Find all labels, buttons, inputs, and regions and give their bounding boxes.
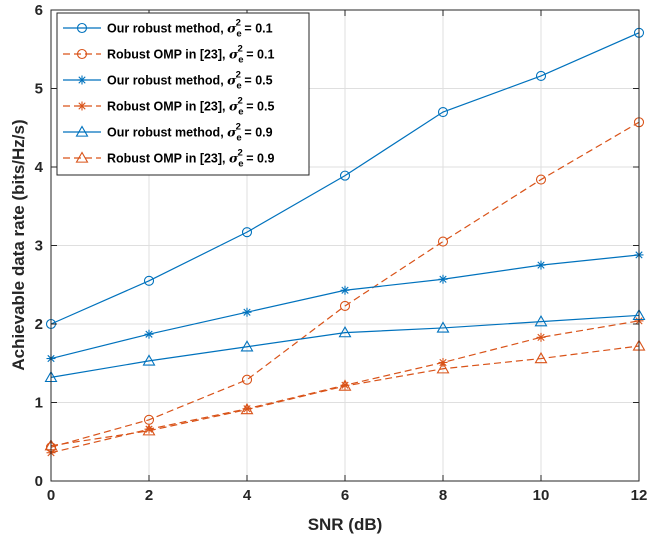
- x-tick-label: 0: [47, 487, 55, 504]
- data-point: [436, 362, 450, 374]
- legend-marker: [75, 151, 89, 163]
- legend-marker: [75, 125, 89, 137]
- series-5: [44, 308, 646, 383]
- legend: Our robust method, σe2 = 0.1 Robust OMP i…: [56, 12, 310, 176]
- data-point: [241, 374, 253, 385]
- y-tick-label: 3: [35, 238, 43, 255]
- data-point: [438, 274, 448, 284]
- data-point: [536, 260, 546, 270]
- legend-marker: [77, 101, 87, 111]
- data-point: [142, 424, 156, 436]
- legend-item: Our robust method, σe2 = 0.9: [63, 122, 273, 144]
- data-point: [339, 170, 351, 181]
- series-line: [50, 32, 640, 325]
- series-line: [50, 314, 640, 378]
- data-point: [240, 402, 254, 415]
- x-tick-label: 6: [341, 487, 349, 504]
- legend-item: Robust OMP in [23], σe2 = 0.9: [63, 148, 274, 170]
- data-point: [338, 326, 352, 338]
- x-tick-label: 2: [145, 487, 153, 504]
- legend-item: Robust OMP in [23], σe2 = 0.1: [63, 44, 274, 66]
- data-point: [437, 107, 449, 118]
- data-point: [339, 300, 351, 311]
- data-point: [535, 174, 547, 185]
- y-tick-label: 1: [35, 395, 43, 412]
- data-point: [534, 315, 548, 327]
- y-tick-label: 0: [35, 473, 43, 490]
- legend-box: [56, 12, 310, 176]
- data-point: [437, 236, 449, 247]
- legend-marker: [77, 75, 87, 85]
- y-axis-label: Achievable data rate (bits/Hz/s): [9, 119, 28, 370]
- x-tick-label: 8: [439, 487, 447, 504]
- data-point: [340, 285, 350, 295]
- legend-label: Robust OMP in [23], σe2 = 0.5: [107, 96, 274, 118]
- data-point: [535, 70, 547, 81]
- y-tick-label: 6: [35, 2, 43, 19]
- legend-label: Our robust method, σe2 = 0.5: [107, 70, 273, 92]
- x-tick-label: 12: [631, 487, 648, 504]
- x-tick-label: 4: [243, 487, 252, 504]
- legend-label: Robust OMP in [23], σe2 = 0.9: [107, 148, 274, 170]
- x-tick-label: 10: [533, 487, 550, 504]
- series-line: [50, 345, 640, 447]
- data-point: [144, 329, 154, 339]
- y-tick-label: 4: [35, 159, 44, 176]
- data-point: [436, 321, 450, 333]
- data-point: [240, 340, 254, 352]
- legend-label: Robust OMP in [23], σe2 = 0.1: [107, 44, 274, 66]
- series-6: [44, 339, 646, 451]
- legend-marker: [76, 22, 88, 34]
- data-point: [536, 332, 546, 342]
- data-point: [144, 424, 154, 434]
- data-point: [338, 379, 352, 391]
- legend-item: Robust OMP in [23], σe2 = 0.5: [63, 96, 274, 118]
- data-point: [534, 351, 548, 364]
- data-point: [242, 307, 252, 317]
- y-tick-label: 2: [35, 316, 43, 333]
- data-point: [241, 227, 253, 238]
- legend-marker: [76, 48, 88, 60]
- legend-item: Our robust method, σe2 = 0.1: [63, 18, 273, 40]
- y-tick-label: 5: [35, 81, 43, 98]
- legend-label: Our robust method, σe2 = 0.9: [107, 122, 273, 144]
- series-line: [50, 121, 640, 448]
- data-point: [142, 354, 156, 366]
- legend-label: Our robust method, σe2 = 0.1: [107, 18, 273, 40]
- data-point: [143, 275, 155, 286]
- legend-item: Our robust method, σe2 = 0.5: [63, 70, 273, 92]
- x-axis-label: SNR (dB): [308, 515, 383, 534]
